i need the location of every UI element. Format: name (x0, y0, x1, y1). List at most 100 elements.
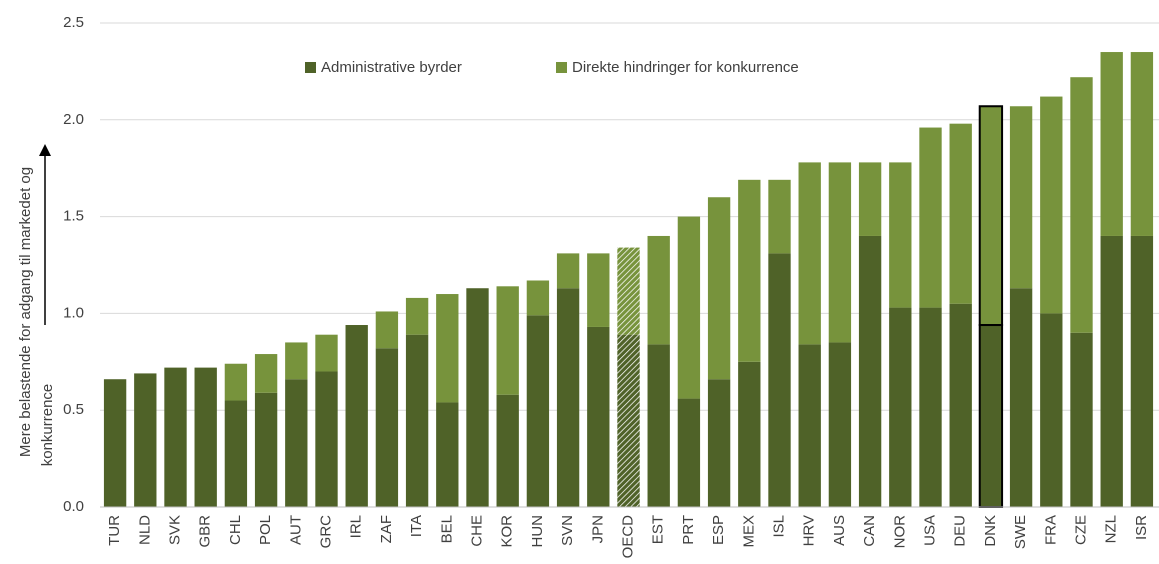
x-tick-label: EST (650, 515, 667, 544)
bar-segment (587, 326, 610, 507)
x-tick-label: ISR (1133, 515, 1150, 540)
highlight-outline (978, 105, 1004, 327)
x-tick-label: DNK (982, 515, 999, 547)
bar-segment (1070, 77, 1093, 333)
x-tick-label: NLD (136, 515, 153, 545)
bar-segment (224, 400, 248, 507)
x-tick-label: ESP (710, 515, 727, 545)
bar-segment (858, 162, 882, 236)
x-tick-label: MEX (740, 515, 757, 548)
legend-label: Direkte hindringer for konkurrence (572, 59, 799, 76)
x-tick-label: POL (257, 515, 274, 545)
y-tick-label: 0.0 (63, 498, 84, 515)
x-tick-label: CAN (861, 515, 878, 547)
bar-segment (526, 280, 550, 316)
bar-segment (647, 235, 670, 345)
bar-segment (1100, 52, 1123, 236)
bar-segment (707, 197, 731, 380)
bar-segment (647, 344, 670, 507)
bar-segment (496, 286, 519, 395)
bar-segment (1040, 313, 1063, 507)
x-tick-label: HUN (529, 515, 546, 548)
bar-segment (858, 235, 882, 507)
y-label-line: konkurrence (39, 384, 56, 467)
bar-segment (768, 253, 791, 507)
bar-segment (405, 297, 429, 335)
y-tick-label: 2.5 (63, 14, 84, 31)
bar-segment (919, 307, 942, 507)
y-tick-label: 1.5 (63, 208, 84, 225)
bar-segment (949, 303, 972, 507)
x-tick-label: GRC (317, 515, 334, 549)
bar-segment (134, 373, 157, 507)
bar-segment (798, 344, 821, 507)
y-tick-label: 2.0 (63, 111, 84, 128)
y-label-line: Mere belastende for adgang til markedet … (17, 167, 34, 457)
bar-segment (315, 371, 338, 507)
x-tick-label: CHE (468, 515, 485, 547)
bar-segment (889, 307, 912, 507)
bar-segment (375, 311, 399, 349)
bar-segment (1070, 332, 1093, 507)
x-tick-label: ZAF (378, 515, 395, 543)
bar-segment (194, 367, 217, 507)
bar-segment (254, 392, 278, 507)
bar-segment (1009, 288, 1033, 507)
bar-segment (889, 162, 912, 308)
x-tick-label: KOR (499, 515, 516, 548)
x-tick-label: HRV (801, 515, 818, 546)
x-tick-label: TUR (106, 515, 123, 546)
y-tick-label: 0.5 (63, 401, 84, 418)
bar-segment (798, 162, 821, 345)
bar-segment (375, 348, 399, 507)
bar-segment (254, 354, 278, 393)
x-tick-label: CHL (227, 515, 244, 545)
bar-segment (979, 106, 1003, 326)
bar-segment (738, 179, 761, 362)
bar-segment (919, 127, 942, 308)
x-tick-label: NOR (891, 515, 908, 549)
x-tick-label: USA (921, 515, 938, 546)
x-tick-label: SWE (1012, 515, 1029, 549)
x-tick-label: AUS (831, 515, 848, 546)
legend-swatch (556, 62, 567, 73)
bar-segment (103, 379, 127, 507)
bar-segment (828, 342, 852, 507)
bar-segment (1130, 235, 1154, 507)
bar-segment (224, 363, 248, 401)
bar-segment (405, 334, 429, 507)
bar-segment (979, 325, 1003, 507)
bar-segment (587, 253, 610, 327)
x-tick-label: IRL (348, 515, 365, 538)
y-axis-title: Mere belastende for adgang til markedet … (17, 167, 56, 466)
x-tick-label: FRA (1042, 515, 1059, 545)
x-tick-label: PRT (680, 515, 697, 545)
legend-label: Administrative byrder (321, 59, 462, 76)
bar-segment (466, 288, 489, 507)
legend-swatch (305, 62, 316, 73)
bar-segment (345, 325, 368, 507)
bar-segment (738, 361, 761, 507)
bar-segment (164, 367, 187, 507)
bar-segment (436, 294, 459, 403)
bar-segment (949, 123, 972, 304)
bar-segment (1009, 106, 1033, 289)
bar-segment (556, 288, 580, 507)
bar-segment (285, 342, 308, 380)
bar-segment (617, 247, 640, 335)
bar-segment (1130, 52, 1154, 236)
bar-segment (707, 379, 731, 507)
x-tick-label: CZE (1072, 515, 1089, 545)
bar-segment (436, 402, 459, 507)
bar-segment (677, 398, 701, 507)
x-tick-label: GBR (197, 515, 214, 548)
bar-segment (315, 334, 338, 372)
bar-segment (828, 162, 852, 343)
bar-segment (1100, 235, 1123, 507)
x-tick-label: BEL (438, 515, 455, 543)
bar-segment (768, 179, 791, 254)
bar-segment (617, 334, 640, 507)
bar-segment (496, 394, 519, 507)
bar-segment (526, 315, 550, 507)
